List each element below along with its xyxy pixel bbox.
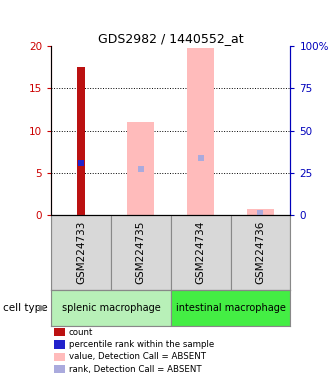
Bar: [127, 122, 154, 215]
Text: intestinal macrophage: intestinal macrophage: [176, 303, 285, 313]
Bar: [171, 290, 290, 326]
Text: rank, Detection Call = ABSENT: rank, Detection Call = ABSENT: [69, 364, 202, 374]
Bar: [111, 215, 171, 290]
Text: value, Detection Call = ABSENT: value, Detection Call = ABSENT: [69, 352, 206, 361]
Text: cell type: cell type: [3, 303, 48, 313]
Text: GSM224735: GSM224735: [136, 221, 146, 284]
Bar: [51, 290, 171, 326]
Bar: [231, 215, 290, 290]
Bar: [171, 215, 231, 290]
Bar: [51, 215, 111, 290]
Bar: [247, 209, 274, 215]
Text: splenic macrophage: splenic macrophage: [62, 303, 160, 313]
Bar: [187, 48, 214, 215]
Text: GSM224736: GSM224736: [255, 221, 266, 284]
Text: GSM224734: GSM224734: [196, 221, 206, 284]
Text: GSM224733: GSM224733: [76, 221, 86, 284]
Text: percentile rank within the sample: percentile rank within the sample: [69, 340, 214, 349]
Bar: [78, 67, 84, 215]
Text: count: count: [69, 328, 93, 337]
Title: GDS2982 / 1440552_at: GDS2982 / 1440552_at: [98, 32, 244, 45]
